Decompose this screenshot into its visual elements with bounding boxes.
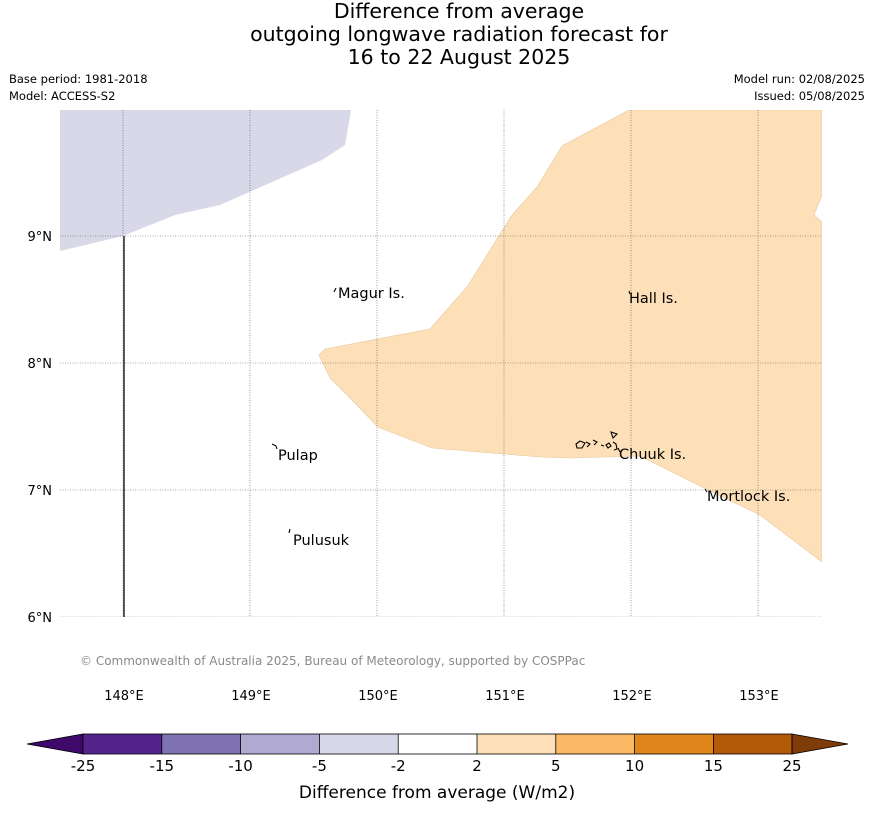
colorbar-extend-max (791, 733, 849, 755)
colorbar-tick: 10 (625, 757, 644, 775)
colorbar-tick: 5 (551, 757, 561, 775)
graticule (60, 110, 822, 617)
model-label: Model: ACCESS-S2 (9, 89, 116, 103)
colorbar-bin-3 (240, 734, 320, 754)
label-mortlock: Mortlock Is. (707, 489, 790, 505)
lon-label-149: 149°E (231, 689, 271, 704)
label-hall: Hall Is. (629, 291, 678, 307)
copyright-notice: © Commonwealth of Australia 2025, Bureau… (80, 654, 585, 668)
colorbar-bin-4 (319, 734, 399, 754)
label-pulap: Pulap (278, 448, 318, 464)
colorbar-bin-7 (555, 734, 635, 754)
island-mortlock (704, 488, 708, 493)
anomaly-region-positive (318, 110, 822, 563)
run-info: Model run: 02/08/2025 Issued: 05/08/2025 (734, 71, 865, 105)
island-pulusuk (288, 528, 291, 534)
colorbar-tick: -5 (312, 757, 327, 775)
chart-title: Difference from average outgoing longwav… (0, 0, 873, 69)
colorbar-tick: -10 (228, 757, 253, 775)
colorbar-bin-8 (634, 734, 714, 754)
model-info: Base period: 1981-2018 Model: ACCESS-S2 (9, 71, 148, 105)
latitude-labels: 9°N 8°N 7°N 6°N (28, 230, 53, 626)
island-pulap (271, 443, 278, 450)
label-magur: Magur Is. (338, 286, 405, 302)
lat-label-7: 7°N (28, 484, 53, 499)
model-run-label: Model run: 02/08/2025 (733, 72, 865, 86)
longitude-labels: 148°E 149°E 150°E 151°E 152°E 153°E (104, 689, 779, 704)
colorbar-bin-5 (398, 734, 477, 754)
colorbar-bin-2 (161, 734, 241, 754)
colorbar-tick: -2 (391, 757, 406, 775)
label-chuuk: Chuuk Is. (619, 447, 686, 463)
colorbar-tick: -15 (150, 757, 175, 775)
colorbar-bin-9 (713, 734, 793, 754)
lon-label-148: 148°E (104, 689, 144, 704)
colorbar-tick: 15 (704, 757, 723, 775)
place-labels: Magur Is. Hall Is. Pulap Chuuk Is. Mortl… (278, 286, 790, 549)
colorbar: -25 -15 -10 -5 -2 2 5 10 15 25 Differenc… (26, 733, 849, 803)
lon-label-152: 152°E (612, 689, 652, 704)
island-chuuk-lagoon (575, 431, 621, 453)
label-pulusuk: Pulusuk (293, 533, 350, 549)
title-line-3: 16 to 22 August 2025 (347, 45, 571, 69)
title-line-1: Difference from average (333, 0, 585, 23)
lon-label-151: 151°E (485, 689, 525, 704)
lon-label-153: 153°E (739, 689, 779, 704)
colorbar-extend-min (26, 733, 84, 755)
lat-label-9: 9°N (28, 230, 53, 245)
map-area: Magur Is. Hall Is. Pulap Chuuk Is. Mortl… (60, 110, 822, 617)
colorbar-tick: 2 (472, 757, 482, 775)
colorbar-tick: -25 (71, 757, 96, 775)
islands (271, 287, 708, 534)
colorbar-label: Difference from average (W/m2) (299, 783, 575, 803)
title-line-2: outgoing longwave radiation forecast for (250, 22, 668, 46)
base-period-label: Base period: 1981-2018 (9, 72, 148, 86)
lat-label-8: 8°N (28, 357, 53, 372)
anomaly-region-negative (60, 110, 351, 251)
island-hall (628, 290, 631, 295)
colorbar-bin-6 (477, 734, 556, 754)
lat-label-6: 6°N (28, 611, 53, 626)
island-magur (333, 287, 337, 293)
issued-label: Issued: 05/08/2025 (754, 89, 865, 103)
colorbar-bin-1 (83, 734, 162, 754)
lon-label-150: 150°E (358, 689, 398, 704)
colorbar-tick: 25 (782, 757, 801, 775)
colorbar-ticks: -25 -15 -10 -5 -2 2 5 10 15 25 (71, 757, 802, 775)
